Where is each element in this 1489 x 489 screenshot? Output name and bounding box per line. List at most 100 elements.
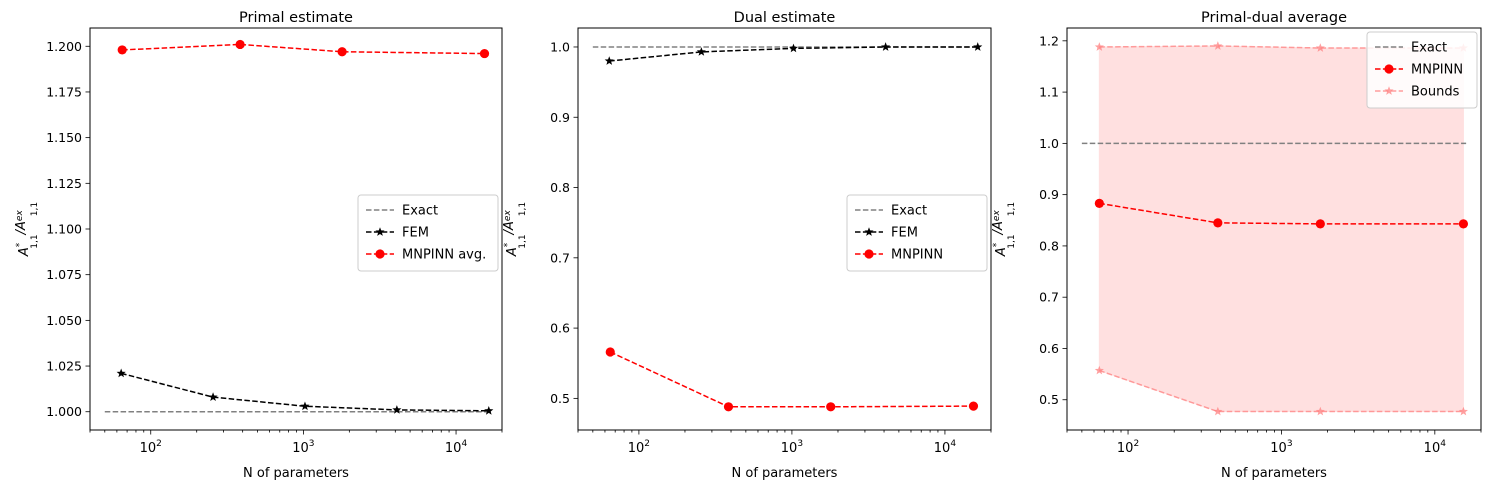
x-tick-label: 103 — [1270, 439, 1292, 456]
y-tick-label: 1.0 — [550, 39, 570, 54]
x-tick-label: 102 — [1117, 439, 1139, 456]
y-tick-label: 1.050 — [46, 313, 82, 328]
series-mnpinn-point — [1094, 198, 1104, 208]
series-fem-point — [881, 42, 891, 51]
y-tick-label: 0.7 — [1039, 290, 1059, 305]
y-tick-label: 0.6 — [1039, 341, 1059, 356]
y-axis-label: A* 1,1/Aex 1,1 — [991, 202, 1017, 257]
y-tick-label: 0.9 — [550, 110, 570, 125]
legend-label: MNPINN — [1411, 63, 1463, 78]
series-mnpinn-point — [605, 347, 615, 357]
plot-frame — [577, 27, 992, 431]
series-fem — [116, 368, 494, 415]
series-bounds-point — [1213, 41, 1223, 50]
y-axis-label: A* 1,1/Aex 1,1 — [14, 202, 40, 257]
legend: Exact FEM MNPINN — [846, 194, 988, 272]
series-bounds-point — [1315, 406, 1325, 416]
y-tick-label: 0.7 — [550, 250, 570, 265]
x-tick-label: 102 — [628, 439, 650, 456]
chart-title: Primal-dual average — [1201, 10, 1347, 26]
legend-label: FEM — [891, 226, 918, 241]
subplot-3: 102 103 104 0.5 0.6 0.7 0.8 0.9 1.0 1.1 1.2 Primal-… — [991, 10, 1482, 481]
y-tick-label: 1.000 — [46, 404, 82, 419]
x-tick-label: 104 — [934, 439, 957, 456]
series-mnpinn-point — [826, 402, 836, 412]
legend-marker — [375, 249, 385, 259]
y-tick-label: 0.8 — [550, 180, 570, 195]
x-tick-label: 104 — [445, 439, 468, 456]
x-axis-label: N of parameters — [1221, 466, 1327, 481]
legend-label: Bounds — [1411, 85, 1460, 100]
legend-label: MNPINN — [891, 248, 943, 263]
chart-title: Primal estimate — [239, 10, 353, 26]
y-tick-label: 1.100 — [46, 222, 82, 237]
series-fem-point — [484, 406, 494, 415]
series-mnpinn-avg-line — [122, 43, 485, 55]
y-tick-label: 1.125 — [46, 176, 82, 191]
series-fem-point — [973, 42, 983, 51]
series-mnpinn-point — [968, 401, 979, 411]
x-axis-label: N of parameters — [243, 466, 349, 481]
series-fem-point — [696, 47, 706, 56]
legend-box — [846, 194, 988, 272]
y-tick-label: 1.1 — [1039, 85, 1059, 100]
series-mnpinn-avg — [117, 39, 490, 59]
y-tick-label: 1.0 — [1039, 136, 1059, 151]
y-tick-label: 1.2 — [1039, 33, 1059, 48]
series-mnpinn-line — [1099, 202, 1464, 225]
legend-label: Exact — [1411, 41, 1447, 56]
y-tick-label: 1.075 — [46, 267, 82, 282]
legend-label: MNPINN avg. — [402, 248, 486, 263]
series-mnpinn-line — [609, 351, 974, 408]
series-mnpinn — [605, 347, 979, 412]
series-mnpinn-point — [1213, 218, 1223, 228]
x-tick-label: 103 — [292, 439, 314, 456]
series-fem-point — [208, 392, 218, 401]
subplot-2: 102 103 104 0.5 0.6 0.7 0.8 0.9 1.0 Dual estimate… — [502, 10, 992, 481]
x-axis-label: N of parameters — [732, 466, 838, 481]
series-mnpinn-point — [1458, 219, 1469, 229]
legend-marker — [1384, 86, 1394, 95]
series-bounds-point — [1315, 43, 1325, 52]
series-bounds-point — [1094, 365, 1104, 375]
y-tick-label: 0.8 — [1039, 238, 1059, 253]
series-fem-line — [120, 372, 489, 412]
legend-marker — [1384, 64, 1394, 74]
series-mnpinn — [1094, 198, 1469, 229]
series-bounds-point — [1458, 406, 1468, 416]
y-tick-label: 0.5 — [550, 391, 570, 406]
y-tick-label: 0.5 — [1039, 392, 1059, 407]
series-mnpinn-point — [723, 402, 734, 412]
series-bounds-point — [1094, 42, 1104, 51]
x-tick-label: 104 — [1424, 439, 1447, 456]
legend-marker — [864, 249, 874, 259]
series-fem-point — [604, 56, 614, 65]
series-fem-point — [788, 43, 799, 53]
chart-title: Dual estimate — [734, 10, 836, 26]
series-mnpinn-point — [1315, 219, 1325, 229]
legend-label: FEM — [402, 226, 429, 241]
series-mnpinn-avg-point — [337, 47, 347, 57]
x-tick-label: 102 — [140, 439, 162, 456]
series-fem-point — [116, 368, 126, 378]
legend-box — [1366, 31, 1478, 109]
legend-marker — [375, 227, 385, 236]
legend-box — [357, 194, 499, 272]
series-mnpinn-avg-point — [235, 39, 245, 50]
x-tick-label: 103 — [781, 439, 803, 456]
legend-label: Exact — [891, 204, 927, 219]
y-tick-label: 0.9 — [1039, 187, 1059, 202]
series-bounds-point — [1213, 406, 1223, 416]
series-fem — [604, 42, 983, 65]
y-axis-label: A* 1,1/Aex 1,1 — [502, 202, 528, 257]
series-fem-point — [392, 405, 402, 414]
y-tick-label: 1.175 — [46, 84, 82, 99]
y-tick-label: 1.025 — [46, 359, 82, 374]
y-tick-label: 0.6 — [550, 321, 570, 336]
series-bounds-line-lower — [1099, 369, 1464, 413]
legend: Exact FEM MNPINN avg. — [357, 194, 499, 272]
series-mnpinn-avg-point — [479, 48, 490, 59]
plot-frame — [1066, 27, 1482, 431]
series-mnpinn-avg-point — [117, 45, 127, 55]
